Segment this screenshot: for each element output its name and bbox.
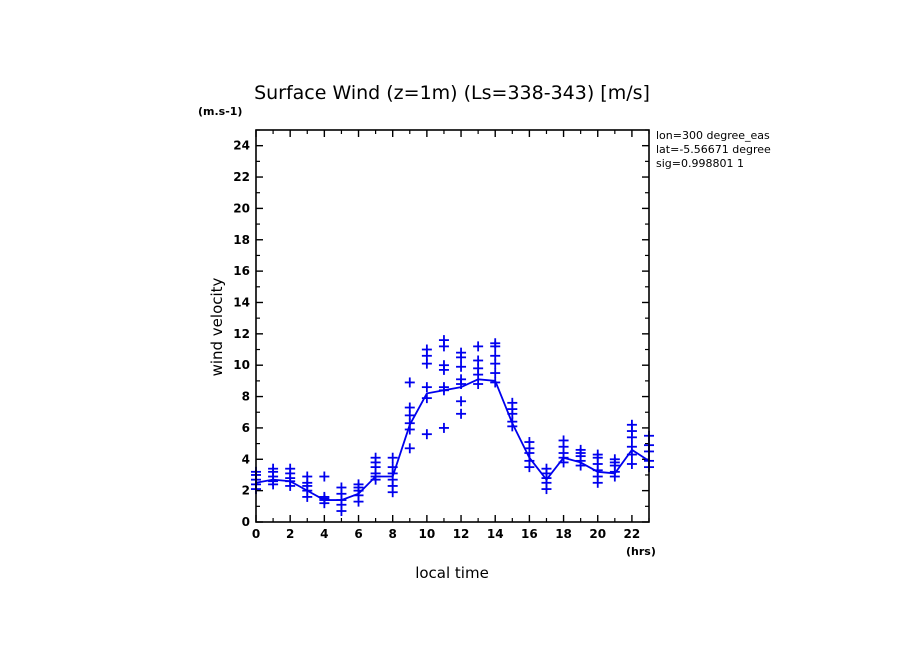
data-point [592, 449, 603, 460]
y-tick-label: 2 [242, 484, 250, 498]
y-tick-label: 14 [233, 295, 250, 309]
data-point [490, 368, 501, 379]
data-point [319, 471, 330, 482]
y-tick-label: 6 [242, 421, 250, 435]
y-axis-label: wind velocity [208, 277, 226, 376]
data-point [302, 471, 313, 482]
data-point [353, 479, 364, 490]
x-tick-label: 8 [389, 527, 397, 541]
data-point [473, 379, 484, 390]
data-point [421, 429, 432, 440]
data-point [575, 444, 586, 455]
data-point [336, 482, 347, 493]
data-point [421, 344, 432, 355]
data-point [456, 361, 467, 372]
x-tick-label: 10 [419, 527, 436, 541]
y-tick-label: 22 [233, 170, 250, 184]
info-line-lon: lon=300 degree_eas [656, 129, 770, 142]
data-point [370, 452, 381, 463]
data-point [438, 360, 449, 371]
x-tick-label: 18 [555, 527, 572, 541]
plot-marks [251, 335, 654, 517]
data-point [404, 377, 415, 388]
x-tick-label: 6 [354, 527, 362, 541]
y-tick-label: 8 [242, 390, 250, 404]
data-point [268, 463, 279, 474]
y-unit-label: (m.s-1) [198, 105, 242, 118]
x-tick-label: 22 [624, 527, 641, 541]
data-point [609, 454, 620, 465]
data-point [285, 463, 296, 474]
info-box: lon=300 degree_eas lat=-5.56671 degree s… [656, 129, 771, 170]
data-point [507, 397, 518, 408]
x-tick-label: 14 [487, 527, 504, 541]
y-tick-label: 12 [233, 327, 250, 341]
x-tick-label: 0 [252, 527, 260, 541]
data-point [626, 419, 637, 430]
data-point [438, 422, 449, 433]
data-point [456, 347, 467, 358]
data-point [490, 350, 501, 361]
data-point [626, 458, 637, 469]
info-line-sig: sig=0.998801 1 [656, 157, 744, 170]
data-point [456, 396, 467, 407]
data-point [490, 338, 501, 349]
data-point [404, 443, 415, 454]
y-tick-label: 24 [233, 139, 250, 153]
y-tick-label: 10 [233, 358, 250, 372]
y-tick-label: 4 [242, 452, 250, 466]
data-point [421, 382, 432, 393]
x-tick-label: 4 [320, 527, 328, 541]
x-axis-label: local time [415, 564, 489, 582]
info-line-lat: lat=-5.56671 degree [656, 143, 771, 156]
data-point [473, 355, 484, 366]
data-point [558, 435, 569, 446]
data-point [438, 335, 449, 346]
data-point [456, 408, 467, 419]
x-tick-label: 20 [589, 527, 606, 541]
y-tick-label: 18 [233, 233, 250, 247]
plot-frame [255, 129, 650, 523]
data-point [456, 374, 467, 385]
data-point [387, 452, 398, 463]
data-point [524, 437, 535, 448]
data-point [541, 463, 552, 474]
mean-line [255, 378, 650, 501]
x-tick-label: 16 [521, 527, 538, 541]
y-tick-label: 20 [233, 201, 250, 215]
y-tick-label: 0 [242, 515, 250, 529]
data-point [473, 341, 484, 352]
x-tick-label: 12 [453, 527, 470, 541]
chart-title: Surface Wind (z=1m) (Ls=338-343) [m/s] [254, 82, 650, 104]
x-unit-label: (hrs) [626, 545, 656, 558]
y-tick-label: 16 [233, 264, 250, 278]
data-point [404, 402, 415, 413]
x-tick-label: 2 [286, 527, 294, 541]
